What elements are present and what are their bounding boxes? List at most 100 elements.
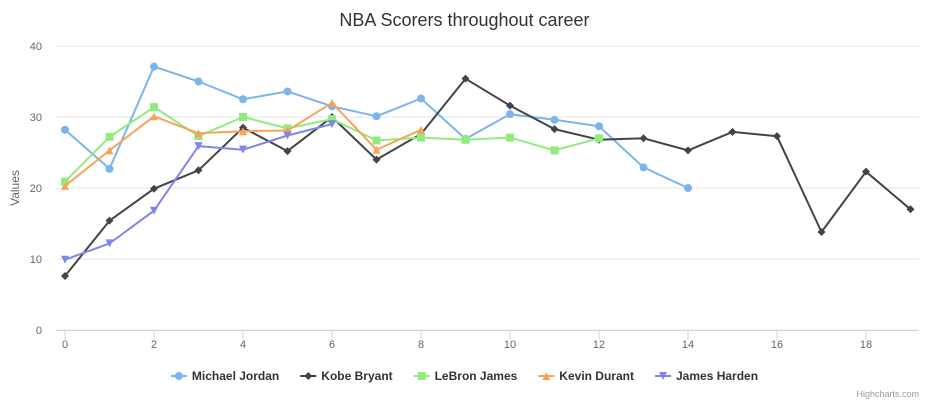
x-tick-label-6: 6 <box>329 339 335 351</box>
grid-lines <box>56 45 919 331</box>
legend-item-lebron-james[interactable]: LeBron James <box>413 369 518 383</box>
x-tick-label-0: 0 <box>62 339 68 351</box>
legend-symbol-kevin-durant <box>542 372 551 380</box>
data-point-kevin-durant-0 <box>61 181 69 190</box>
data-point-kobe-bryant-0 <box>61 272 69 281</box>
data-point-kobe-bryant-15 <box>728 127 737 136</box>
data-point-lebron-james-8 <box>417 133 425 142</box>
data-point-lebron-james-4 <box>239 113 247 121</box>
x-tick-label-10: 10 <box>504 339 516 351</box>
data-point-lebron-james-1 <box>105 132 114 141</box>
legend-symbol-james-harden <box>659 372 667 380</box>
data-point-michael-jordan-4 <box>239 95 247 104</box>
x-tick-label-8: 8 <box>418 339 424 351</box>
data-point-kobe-bryant-14 <box>684 146 692 155</box>
data-point-kobe-bryant-16 <box>773 132 781 141</box>
legend-label-kevin-durant: Kevin Durant <box>559 369 634 383</box>
legend-symbol-michael-jordan <box>174 372 183 380</box>
y-tick-label-20: 20 <box>30 183 42 195</box>
data-point-kobe-bryant-7 <box>372 155 381 164</box>
data-point-kobe-bryant-10 <box>506 101 514 110</box>
data-point-kevin-durant-4 <box>239 127 247 136</box>
data-point-lebron-james-12 <box>595 134 603 143</box>
legend: Michael Jordan Kobe Bryant LeBron James Kev… <box>170 369 758 383</box>
data-point-michael-jordan-11 <box>550 115 559 124</box>
chart-title: NBA Scorers throughout career <box>339 10 589 30</box>
y-tick-label-0: 0 <box>36 325 42 337</box>
data-point-james-harden-4 <box>239 145 247 154</box>
data-point-lebron-james-11 <box>550 146 559 155</box>
data-point-lebron-james-10 <box>506 133 514 142</box>
data-point-kevin-durant-3 <box>194 129 203 138</box>
series-james-harden <box>61 120 336 264</box>
data-point-michael-jordan-7 <box>372 112 381 121</box>
data-point-kobe-bryant-11 <box>550 125 559 134</box>
data-point-james-harden-6 <box>328 120 336 129</box>
data-point-michael-jordan-0 <box>61 125 69 134</box>
x-tick-label-2: 2 <box>151 339 157 351</box>
x-tick-label-18: 18 <box>860 339 872 351</box>
axes: 0 10 20 30 40 0 2 4 6 8 10 12 14 16 18 <box>30 41 919 351</box>
data-point-kevin-durant-7 <box>372 145 381 154</box>
data-point-michael-jordan-5 <box>283 87 292 96</box>
data-point-lebron-james-7 <box>372 136 381 145</box>
credits-link[interactable]: Highcharts.com <box>856 389 919 399</box>
x-tick-label-12: 12 <box>593 339 605 351</box>
series-line-michael-jordan <box>64 65 689 189</box>
data-point-michael-jordan-1 <box>105 164 114 173</box>
data-point-michael-jordan-10 <box>506 110 514 119</box>
data-point-kobe-bryant-18 <box>862 167 870 176</box>
data-point-michael-jordan-3 <box>194 77 203 86</box>
data-point-james-harden-1 <box>105 239 114 248</box>
x-tick-label-14: 14 <box>682 339 694 351</box>
y-tick-label-10: 10 <box>30 254 42 266</box>
x-tick-label-4: 4 <box>240 339 246 351</box>
legend-item-michael-jordan[interactable]: Michael Jordan <box>170 369 279 383</box>
legend-symbol-kobe-bryant <box>304 372 313 380</box>
data-point-kobe-bryant-3 <box>194 166 203 175</box>
data-point-michael-jordan-8 <box>417 94 425 103</box>
series-kobe-bryant <box>61 74 915 281</box>
y-tick-label-40: 40 <box>30 41 42 53</box>
y-tick-label-30: 30 <box>30 112 42 124</box>
data-point-kobe-bryant-17 <box>817 228 826 237</box>
data-point-kevin-durant-1 <box>105 146 114 155</box>
data-point-james-harden-2 <box>150 206 158 215</box>
data-point-michael-jordan-12 <box>595 122 603 131</box>
data-point-kevin-durant-6 <box>328 98 336 107</box>
data-point-michael-jordan-13 <box>639 163 648 172</box>
legend-label-michael-jordan: Michael Jordan <box>192 369 279 383</box>
legend-symbol-lebron-james <box>417 372 426 380</box>
legend-item-kobe-bryant[interactable]: Kobe Bryant <box>300 369 393 383</box>
series-kevin-durant <box>61 98 425 190</box>
data-point-kobe-bryant-2 <box>150 184 158 193</box>
x-tick-label-16: 16 <box>771 339 783 351</box>
y-axis-title: Values <box>8 170 22 206</box>
data-point-lebron-james-0 <box>61 177 69 186</box>
series-layer <box>61 62 915 281</box>
data-point-james-harden-3 <box>194 142 203 151</box>
data-point-lebron-james-9 <box>461 135 470 144</box>
legend-label-lebron-james: LeBron James <box>435 369 518 383</box>
series-line-kobe-bryant <box>64 77 912 277</box>
data-point-michael-jordan-14 <box>684 184 692 192</box>
legend-label-james-harden: James Harden <box>676 369 758 383</box>
data-point-kobe-bryant-9 <box>461 74 470 83</box>
data-point-kobe-bryant-19 <box>906 205 915 214</box>
data-point-kobe-bryant-5 <box>283 147 292 156</box>
data-point-kevin-durant-2 <box>150 112 158 121</box>
series-michael-jordan <box>61 62 692 192</box>
data-point-kobe-bryant-13 <box>639 134 648 143</box>
legend-item-kevin-durant[interactable]: Kevin Durant <box>538 369 634 383</box>
data-point-lebron-james-6 <box>328 115 336 124</box>
legend-label-kobe-bryant: Kobe Bryant <box>321 369 392 383</box>
data-point-james-harden-0 <box>61 255 69 264</box>
legend-item-james-harden[interactable]: James Harden <box>655 369 758 383</box>
data-point-lebron-james-2 <box>150 103 158 112</box>
data-point-michael-jordan-2 <box>150 62 158 71</box>
data-point-kevin-durant-8 <box>417 125 425 134</box>
data-point-kobe-bryant-1 <box>105 216 114 225</box>
data-point-james-harden-5 <box>283 131 292 140</box>
